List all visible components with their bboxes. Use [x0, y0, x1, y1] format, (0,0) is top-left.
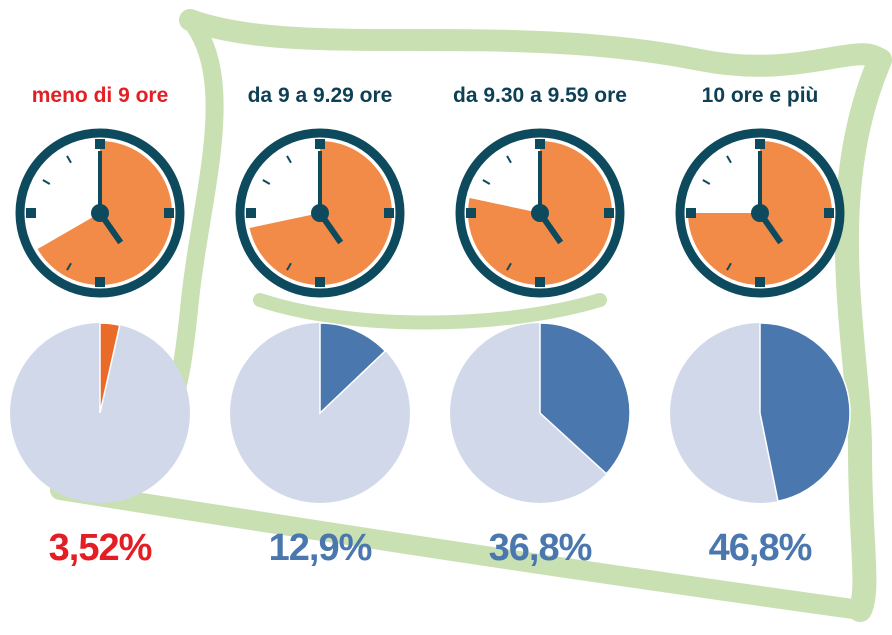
- clock-mark: [164, 208, 174, 218]
- clock-pin: [91, 204, 109, 222]
- chart-title: meno di 9 ore: [32, 84, 169, 107]
- clock-mark: [26, 208, 36, 218]
- clock-mark: [755, 277, 765, 287]
- chart-title: da 9 a 9.29 ore: [248, 84, 393, 107]
- clock: [460, 133, 620, 293]
- value-label: 3,52%: [49, 527, 152, 569]
- clock-pin: [311, 204, 329, 222]
- clock: [240, 133, 400, 293]
- chart-title: 10 ore e più: [702, 84, 819, 107]
- clock-mark: [384, 208, 394, 218]
- clock-mark: [315, 139, 325, 149]
- clock: [20, 133, 180, 293]
- clock-mark: [315, 277, 325, 287]
- clock-mark: [246, 208, 256, 218]
- clock-mark: [535, 277, 545, 287]
- value-label: 36,8%: [489, 527, 592, 569]
- clock-mark: [686, 208, 696, 218]
- clock: [680, 133, 840, 293]
- clock-mark: [535, 139, 545, 149]
- clock-mark: [755, 139, 765, 149]
- pie-slice: [760, 323, 850, 501]
- clock-mark: [95, 139, 105, 149]
- value-label: 12,9%: [269, 527, 372, 569]
- clock-mark: [95, 277, 105, 287]
- background-swirl: [60, 20, 880, 610]
- clock-pin: [531, 204, 549, 222]
- infographic: meno di 9 ore 3,52% da 9 a 9.29 ore 12,9% da…: [0, 0, 892, 635]
- value-label: 46,8%: [709, 527, 812, 569]
- chart-title: da 9.30 a 9.59 ore: [453, 84, 627, 107]
- clock-mark: [466, 208, 476, 218]
- clock-mark: [824, 208, 834, 218]
- clock-pin: [751, 204, 769, 222]
- clock-mark: [604, 208, 614, 218]
